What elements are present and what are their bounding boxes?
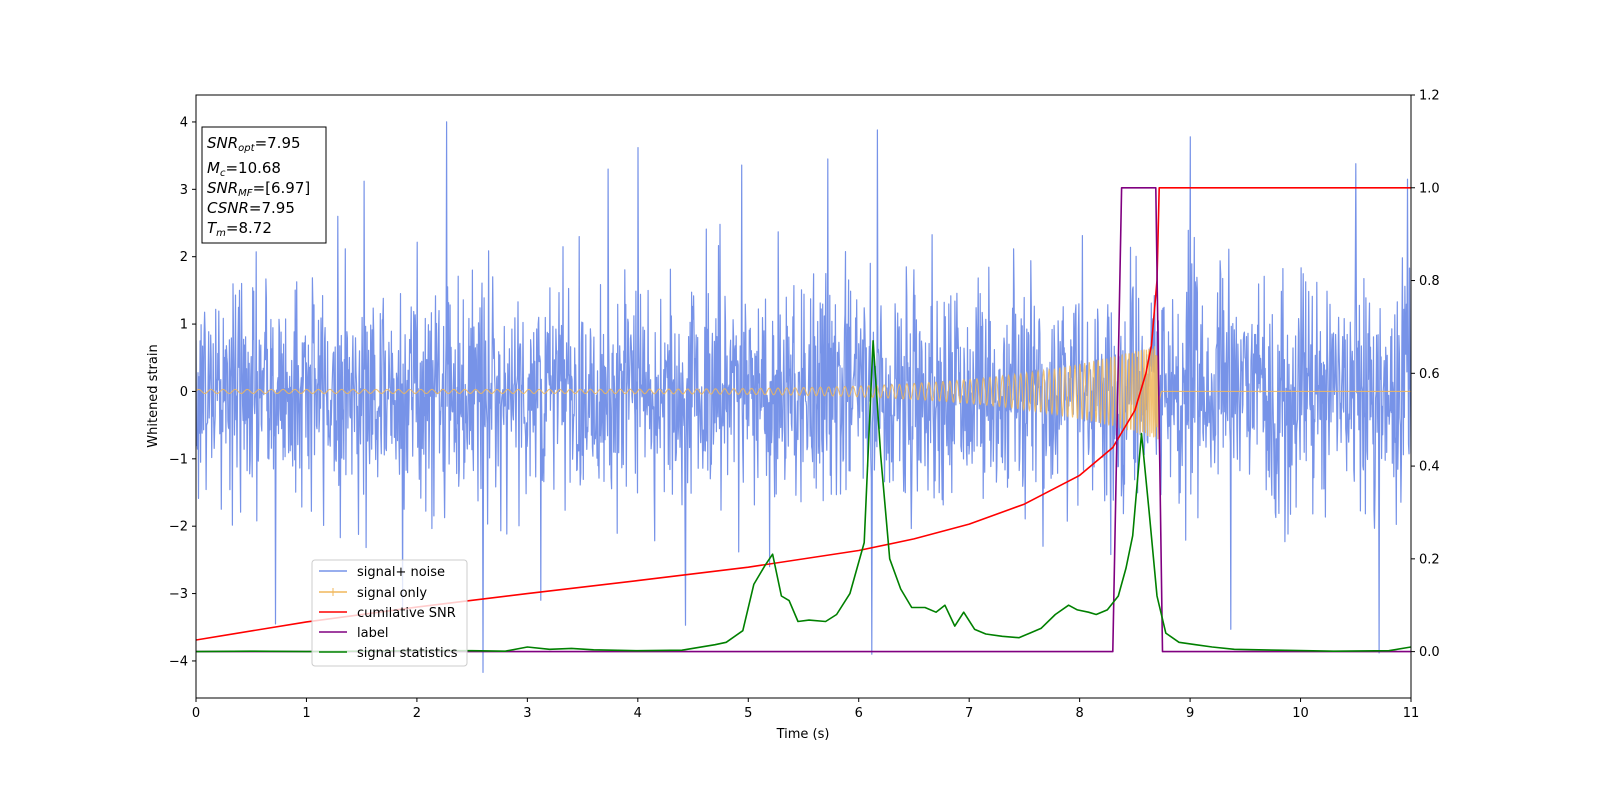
plot-frame (195, 94, 1412, 699)
x-tick-label: 4 (634, 706, 642, 721)
legend-label-signal-statistics: signal statistics (357, 646, 458, 661)
x-axis-label: Time (s) (776, 727, 830, 742)
legend-item-label: label (319, 626, 388, 641)
x-axis: 0 1 2 3 4 5 6 7 8 9 10 11 (192, 698, 1419, 721)
y-tick-label: −1 (169, 452, 188, 467)
y-tick-label: −4 (169, 654, 188, 669)
legend: signal+ noise signal only cumilative SNR… (311, 559, 468, 667)
annotation-snr-opt: SNRopt=7.95 (207, 134, 301, 154)
series-layer (196, 121, 1411, 673)
annotation-tm: Tm=8.72 (207, 219, 272, 239)
x-tick-label: 6 (855, 706, 863, 721)
annotation-snr-mf: SNRMF=[6.97] (207, 179, 310, 199)
legend-label-label: label (357, 626, 388, 641)
x-tick-label: 3 (523, 706, 531, 721)
y-axis-right: 0.0 0.2 0.4 0.6 0.8 1.0 1.2 (1411, 89, 1440, 660)
x-tick-label: 9 (1186, 706, 1194, 721)
legend-item-signal-noise: signal+ noise (319, 565, 445, 580)
x-tick-label: 0 (192, 706, 200, 721)
annotation-csnr: CSNR=7.95 (207, 199, 295, 217)
annotation-box: SNRopt=7.95 Mc=10.68 SNRMF=[6.97] CSNR=7… (201, 126, 327, 244)
y2-tick-label: 0.2 (1419, 552, 1440, 567)
y2-tick-label: 0.8 (1419, 274, 1440, 289)
x-tick-label: 7 (965, 706, 973, 721)
legend-label-signal-only: signal only (357, 586, 427, 601)
y-tick-label: 3 (180, 183, 188, 198)
annotation-mc: Mc=10.68 (207, 159, 281, 179)
legend-item-signal-only: signal only (319, 586, 427, 601)
series-signal-only (196, 346, 1411, 440)
legend-label-signal-noise: signal+ noise (357, 565, 445, 580)
y-tick-label: 4 (180, 115, 188, 130)
series-signal-statistics (196, 340, 1411, 653)
y2-tick-label: 1.2 (1419, 89, 1440, 104)
legend-item-signal-statistics: signal statistics (319, 646, 458, 661)
series-signal-noise (196, 121, 1411, 673)
series-label (196, 187, 1411, 653)
y2-tick-label: 1.0 (1419, 181, 1440, 196)
y-axis-left: −4 −3 −2 −1 0 1 2 3 4 (169, 115, 196, 669)
y-axis-label: Whitened strain (146, 344, 161, 447)
legend-label-cumilative-snr: cumilative SNR (357, 606, 456, 621)
x-tick-label: 10 (1292, 706, 1309, 721)
x-tick-label: 5 (744, 706, 752, 721)
series-cumilative-snr (196, 187, 1411, 641)
x-tick-label: 11 (1403, 706, 1420, 721)
y2-tick-label: 0.0 (1419, 645, 1440, 660)
x-tick-label: 2 (413, 706, 421, 721)
y-tick-label: 2 (180, 250, 188, 265)
y-tick-label: −2 (169, 520, 188, 535)
x-tick-label: 1 (302, 706, 310, 721)
legend-item-cumilative-snr: cumilative SNR (319, 606, 456, 621)
y-tick-label: 1 (180, 318, 188, 333)
y-tick-label: −3 (169, 587, 188, 602)
y2-tick-label: 0.4 (1419, 460, 1440, 475)
y2-tick-label: 0.6 (1419, 367, 1440, 382)
y-tick-label: 0 (180, 385, 188, 400)
x-tick-label: 8 (1075, 706, 1083, 721)
